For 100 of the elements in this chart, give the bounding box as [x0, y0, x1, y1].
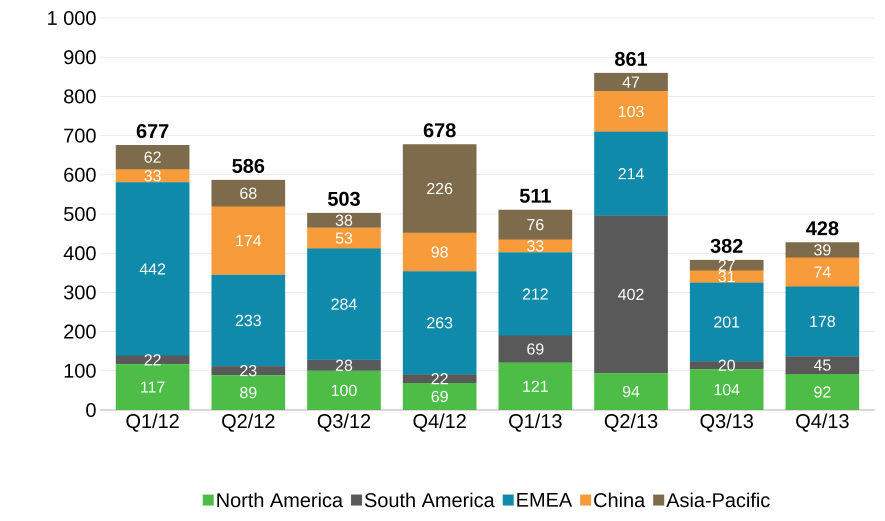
y-tick-label: 100 [64, 364, 96, 378]
bar [594, 72, 668, 92]
legend-label: China [594, 492, 646, 508]
data-label: 22 [144, 354, 161, 366]
bar [786, 356, 860, 374]
x-tick-label: Q4/12 [413, 414, 466, 432]
data-label: 89 [240, 386, 256, 398]
bar [307, 360, 381, 371]
legend-label: South America [364, 492, 495, 508]
bar [307, 212, 381, 228]
data-label: 212 [522, 288, 548, 300]
data-label: 28 [336, 360, 352, 371]
total-label: 677 [136, 124, 168, 138]
y-tick-label: 0 [86, 402, 96, 418]
data-label: 33 [527, 240, 544, 252]
bar [307, 370, 381, 410]
y-tick-label: 300 [64, 285, 96, 300]
bar [211, 180, 286, 207]
data-label: 233 [236, 314, 261, 326]
data-label: 39 [814, 244, 830, 256]
bar [498, 252, 572, 336]
x-tick-label: Q2/13 [604, 414, 658, 432]
bar [786, 374, 860, 410]
total-label: 382 [710, 238, 743, 253]
bar [594, 373, 668, 410]
bar [402, 232, 476, 272]
bar [594, 91, 668, 132]
bar [498, 336, 572, 363]
bar [498, 239, 572, 252]
x-tick-label: Q4/13 [796, 414, 849, 432]
data-label: 68 [240, 188, 256, 199]
data-label: 201 [714, 316, 740, 328]
total-label: 678 [424, 123, 456, 138]
y-tick-label: 1 000 [48, 10, 96, 26]
data-label: 33 [144, 170, 161, 182]
y-tick-label: 600 [64, 168, 96, 182]
data-label: 69 [527, 343, 544, 355]
data-label: 226 [427, 182, 452, 194]
y-tick-label: 700 [64, 128, 96, 143]
bar [402, 374, 476, 383]
bar [786, 286, 860, 356]
legend-label: EMEA [517, 492, 572, 507]
bar [307, 248, 381, 360]
bar [402, 271, 476, 374]
data-label: 104 [714, 384, 740, 396]
bar [594, 132, 668, 216]
data-label: 263 [427, 317, 452, 328]
bar [211, 375, 286, 410]
data-label: 27 [718, 260, 735, 271]
data-label: 178 [810, 316, 835, 328]
data-label: 94 [622, 386, 640, 398]
data-label: 402 [618, 288, 644, 300]
bar [402, 144, 476, 233]
bar [498, 362, 572, 410]
bar [116, 364, 190, 410]
bar [786, 258, 860, 287]
data-label: 214 [618, 168, 644, 180]
data-label: 174 [236, 235, 262, 246]
bar [402, 382, 476, 410]
bar [690, 270, 764, 283]
data-label: 442 [140, 263, 166, 274]
total-label: 503 [328, 192, 360, 206]
bar [594, 216, 668, 374]
x-tick-label: Q2/12 [222, 414, 274, 432]
bar [116, 145, 190, 170]
bar [116, 356, 190, 364]
total-label: 511 [520, 188, 551, 203]
data-label: 31 [718, 270, 735, 282]
legend-label: Asia-Pacific [666, 492, 770, 508]
data-label: 22 [432, 373, 448, 384]
data-label: 23 [240, 364, 256, 376]
data-label: 62 [144, 152, 161, 163]
total-label: 586 [232, 158, 264, 173]
data-label: 121 [523, 380, 548, 392]
bar [211, 366, 286, 376]
data-label: 284 [331, 298, 357, 310]
data-label: 92 [814, 386, 830, 398]
data-label: 98 [432, 246, 448, 258]
y-tick-label: 500 [64, 206, 96, 222]
data-label: 47 [622, 76, 640, 88]
total-label: 428 [806, 221, 838, 236]
x-tick-label: Q1/13 [509, 414, 562, 432]
data-label: 76 [527, 218, 544, 230]
bar [786, 242, 860, 258]
data-label: 53 [336, 232, 352, 244]
data-label: 103 [618, 106, 644, 118]
bar [498, 210, 572, 240]
bar [116, 182, 190, 356]
bar [690, 282, 764, 362]
y-tick-label: 900 [64, 50, 96, 64]
x-tick-label: Q3/12 [318, 414, 370, 432]
data-label: 100 [332, 384, 357, 396]
data-label: 74 [814, 266, 831, 278]
x-tick-label: Q1/12 [126, 414, 179, 432]
y-tick-label: 400 [64, 246, 96, 260]
x-tick-label: Q3/13 [700, 414, 753, 432]
bar [211, 274, 286, 366]
data-label: 117 [141, 382, 165, 393]
bar [211, 206, 286, 275]
y-tick-label: 800 [64, 89, 96, 104]
